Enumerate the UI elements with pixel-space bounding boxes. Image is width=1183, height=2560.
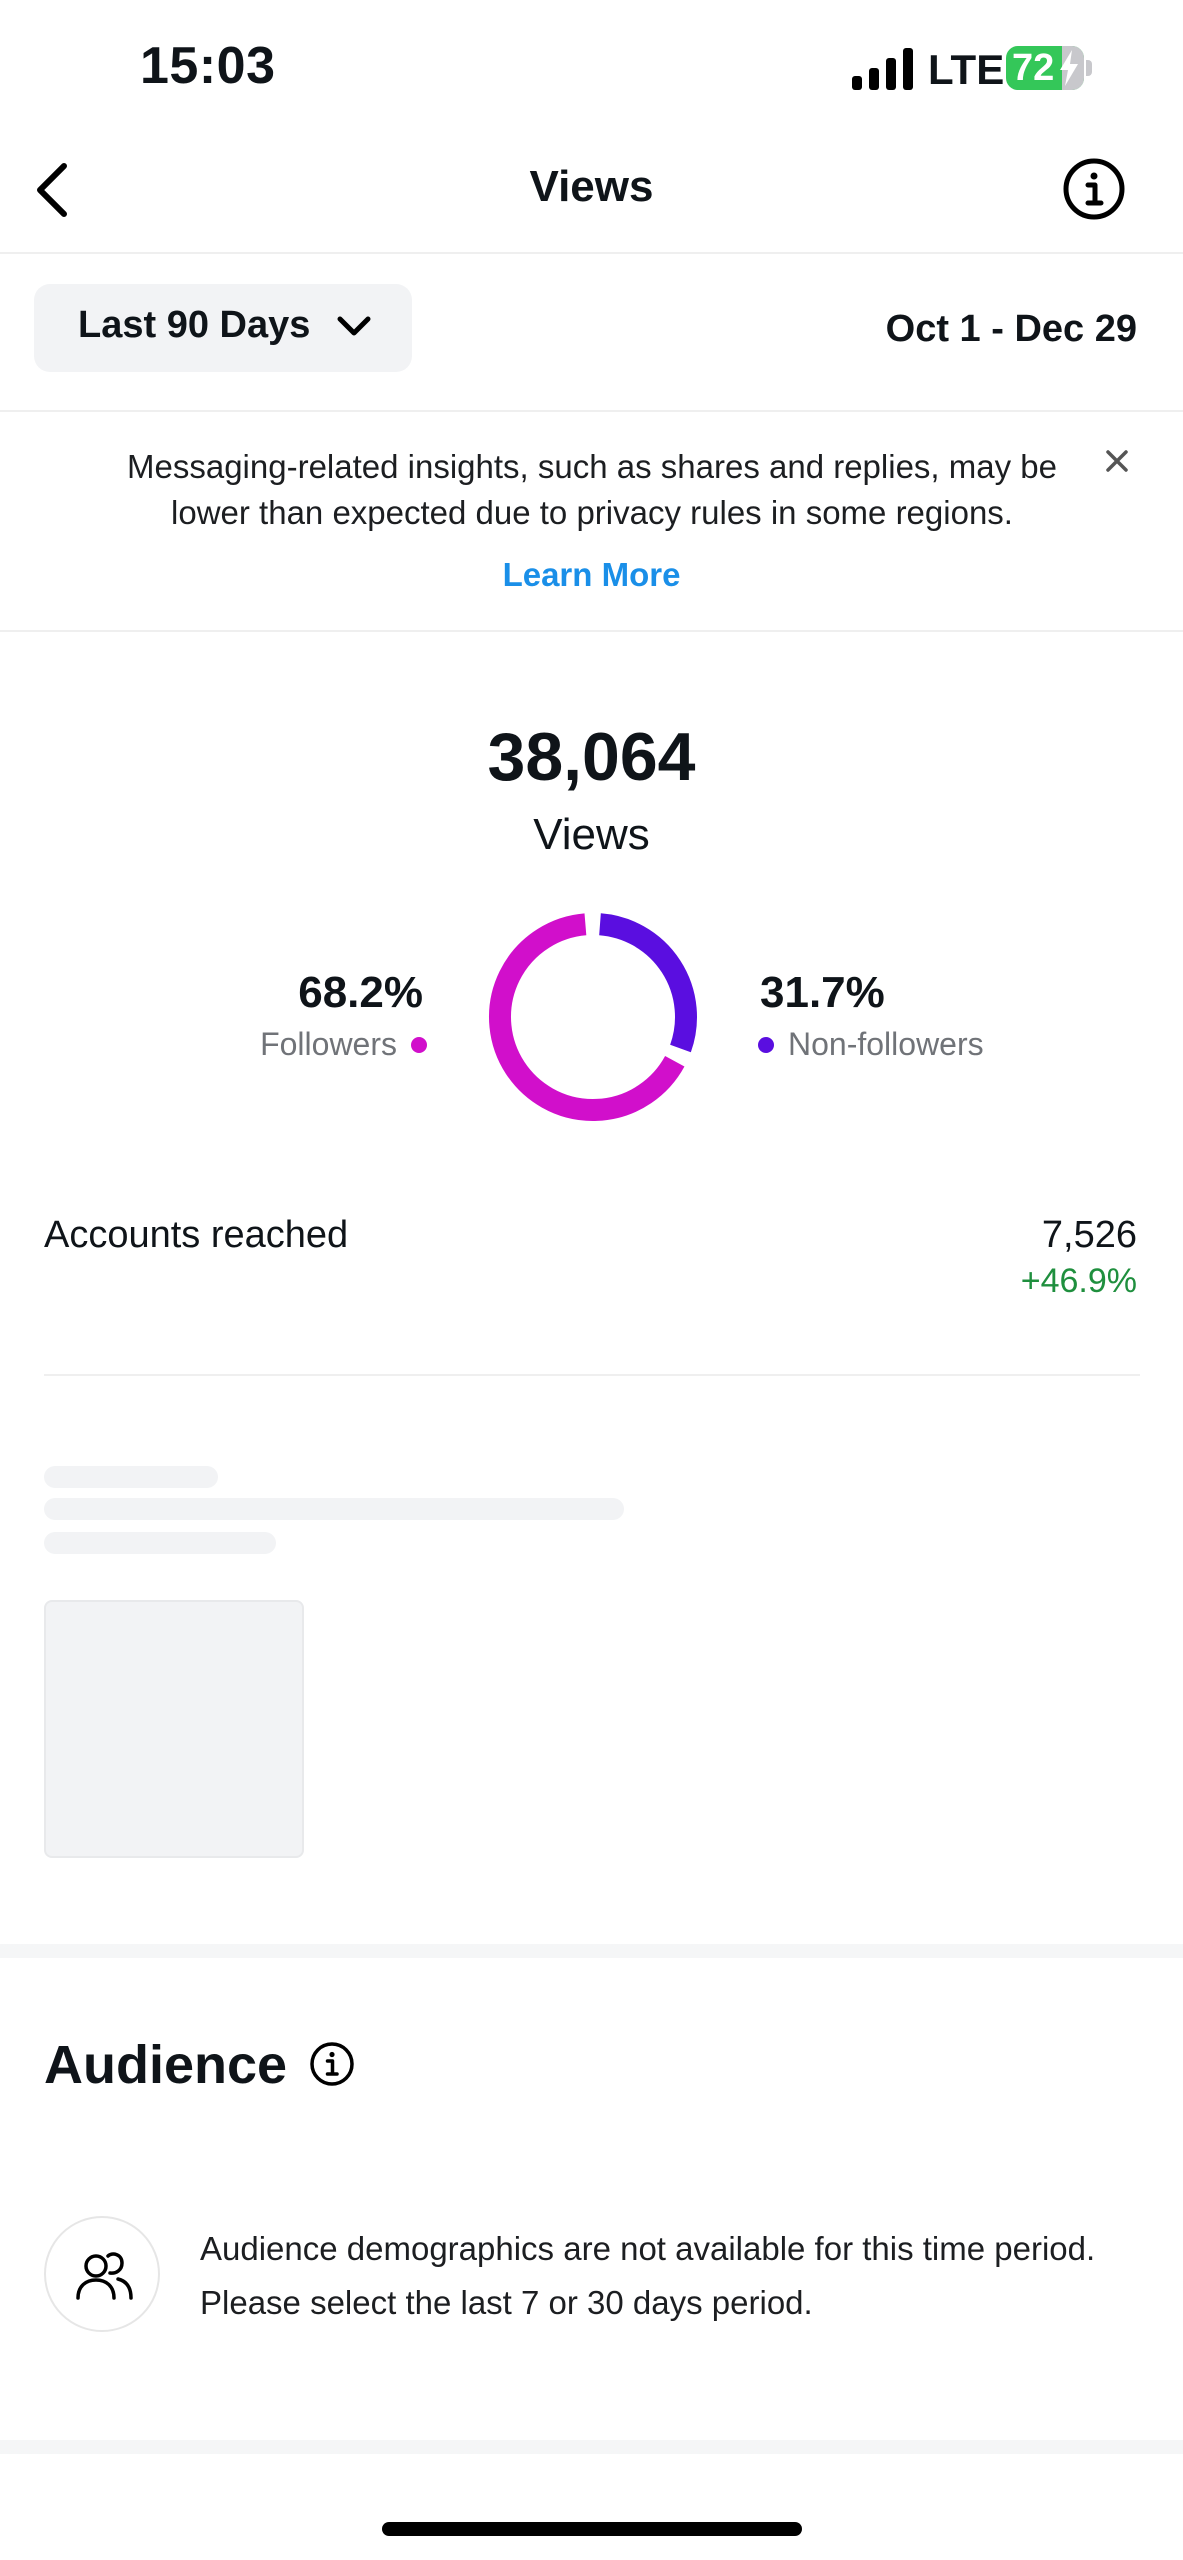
followers-percent: 68.2% bbox=[298, 968, 423, 1017]
home-indicator bbox=[382, 2522, 802, 2536]
followers-dot bbox=[411, 1036, 427, 1053]
accounts-divider bbox=[44, 1374, 1140, 1376]
signal-icon bbox=[852, 48, 913, 90]
charging-bolt-icon bbox=[1060, 50, 1078, 86]
skeleton-line bbox=[44, 1498, 624, 1520]
audience-message: Audience demographics are not available … bbox=[200, 2230, 1096, 2321]
chevron-down-icon bbox=[337, 316, 371, 336]
info-button[interactable] bbox=[1062, 157, 1126, 221]
date-range-dropdown[interactable]: Last 90 Days bbox=[34, 284, 412, 372]
banner-divider bbox=[0, 630, 1183, 632]
info-icon bbox=[1063, 158, 1125, 220]
date-range-text: Oct 1 - Dec 29 bbox=[885, 308, 1137, 350]
page-title: Views bbox=[529, 162, 654, 211]
followers-label: Followers bbox=[260, 1026, 397, 1062]
audience-heading: Audience bbox=[44, 2035, 288, 2095]
chevron-left-icon bbox=[37, 163, 67, 217]
non-followers-dot bbox=[758, 1036, 774, 1053]
header-divider bbox=[0, 252, 1183, 254]
views-total: 38,064 bbox=[487, 719, 696, 795]
back-button[interactable] bbox=[28, 160, 80, 220]
battery-level: 72 bbox=[1012, 47, 1055, 89]
non-followers-percent: 31.7% bbox=[760, 968, 885, 1017]
skeleton-line bbox=[44, 1466, 218, 1488]
followers-arc bbox=[489, 913, 685, 1121]
section-separator bbox=[0, 1944, 1183, 1958]
info-icon[interactable] bbox=[308, 2040, 356, 2088]
range-divider bbox=[0, 410, 1183, 412]
non-followers-label: Non-followers bbox=[788, 1026, 984, 1062]
views-donut-chart bbox=[489, 913, 697, 1121]
followers-legend: Followers bbox=[260, 1026, 427, 1063]
network-type: LTE bbox=[928, 46, 1005, 93]
section-separator bbox=[0, 2440, 1183, 2454]
skeleton-line bbox=[44, 1532, 276, 1554]
close-icon[interactable] bbox=[1100, 444, 1134, 478]
views-label: Views bbox=[533, 810, 650, 859]
people-icon bbox=[76, 2252, 133, 2300]
learn-more-link[interactable]: Learn More bbox=[502, 556, 681, 593]
audience-avatar bbox=[44, 2216, 160, 2332]
non-followers-legend: Non-followers bbox=[758, 1026, 984, 1063]
non-followers-arc bbox=[598, 913, 697, 1053]
accounts-reached-change: +46.9% bbox=[1020, 1262, 1137, 1300]
status-time: 15:03 bbox=[140, 37, 276, 95]
battery-nub bbox=[1086, 60, 1092, 76]
privacy-notice: Messaging-related insights, such as shar… bbox=[127, 448, 1057, 531]
accounts-reached-value: 7,526 bbox=[1041, 1214, 1137, 1256]
accounts-reached-label: Accounts reached bbox=[44, 1214, 349, 1256]
date-range-label: Last 90 Days bbox=[78, 304, 311, 346]
skeleton-thumbnail bbox=[44, 1600, 304, 1858]
